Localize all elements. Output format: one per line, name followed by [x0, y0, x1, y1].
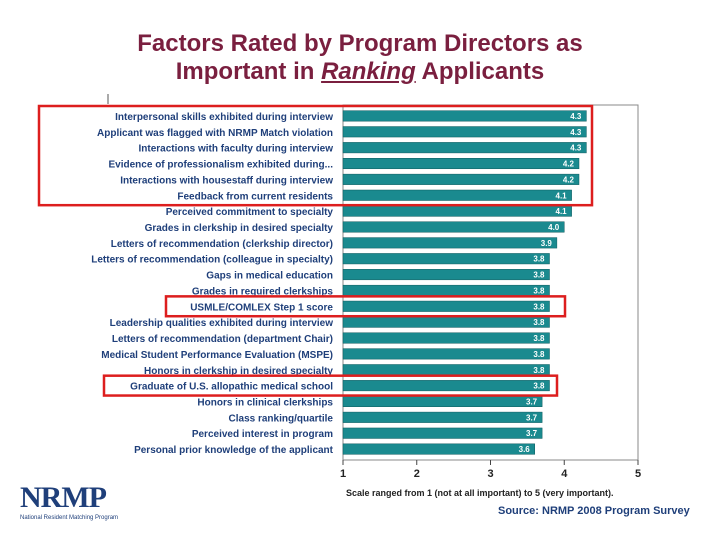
category-label: Interpersonal skills exhibited during in… [115, 112, 333, 123]
chart-title: Factors Rated by Program Directors as Im… [0, 30, 720, 86]
scale-caption: Scale ranged from 1 (not at all importan… [346, 488, 614, 498]
bar [342, 411, 543, 423]
highlight-box [102, 374, 559, 397]
title-line-2-pre: Important in [175, 58, 322, 85]
category-label: Applicant was flagged with NRMP Match vi… [97, 128, 333, 139]
title-emphasis: Ranking [321, 58, 416, 85]
category-label: Perceived commitment to specialty [166, 207, 334, 218]
bar-value-label: 3.8 [533, 382, 545, 391]
bar [342, 316, 550, 328]
category-label: Letters of recommendation (clerkship dir… [111, 239, 333, 250]
bar-value-label: 3.6 [519, 445, 531, 454]
category-label: Leadership qualities exhibited during in… [110, 318, 334, 329]
bar-value-label: 4.2 [563, 175, 575, 184]
category-label: Graduate of U.S. allopathic medical scho… [130, 382, 333, 393]
title-line-2-post: Applicants [415, 58, 545, 85]
category-label: Grades in clerkship in desired specialty [145, 223, 334, 234]
title-line-2: Important in Ranking Applicants [0, 58, 720, 86]
bar-value-label: 4.3 [570, 144, 582, 153]
bar [342, 173, 580, 185]
source-note: Source: NRMP 2008 Program Survey [498, 505, 690, 517]
bar [342, 395, 543, 407]
x-tick-label: 2 [414, 468, 420, 480]
nrmp-logo: NRMP National Resident Matching Program [20, 482, 120, 522]
highlight-box [37, 104, 594, 207]
x-tick-label: 1 [340, 468, 346, 480]
category-label: Interactions with housestaff during inte… [120, 175, 333, 186]
bar [342, 142, 587, 154]
bar-value-label: 3.8 [533, 286, 545, 295]
category-label: Perceived interest in program [192, 429, 333, 440]
bar-value-label: 3.7 [526, 397, 538, 406]
x-tick-label: 3 [487, 468, 493, 480]
category-label: Honors in clinical clerkships [197, 397, 333, 408]
bar [342, 284, 550, 296]
x-tick-label: 5 [635, 468, 641, 480]
category-label: Letters of recommendation (colleague in … [91, 255, 333, 266]
bar-value-label: 3.8 [533, 302, 545, 311]
bar-value-label: 4.3 [570, 128, 582, 137]
title-line-1: Factors Rated by Program Directors as [137, 30, 583, 57]
bar [342, 269, 550, 281]
logo-subtitle: National Resident Matching Program [20, 515, 119, 521]
category-label: Class ranking/quartile [229, 413, 334, 424]
bar [342, 348, 550, 360]
bar [342, 205, 572, 217]
bar-value-label: 3.8 [533, 255, 545, 264]
bar-value-label: 3.7 [526, 429, 538, 438]
bar [342, 110, 587, 122]
bar-value-label: 4.3 [570, 112, 582, 121]
x-tick-label: 4 [561, 468, 568, 480]
bar [342, 300, 550, 312]
bar [342, 126, 587, 138]
bar [342, 380, 550, 392]
bar [342, 189, 572, 201]
category-label: Personal prior knowledge of the applican… [134, 445, 334, 456]
bar-value-label: 3.8 [533, 318, 545, 327]
bar [342, 237, 558, 249]
bar-value-label: 3.8 [533, 350, 545, 359]
bar [342, 253, 550, 265]
bar-value-label: 4.0 [548, 223, 560, 232]
bar-value-label: 3.8 [533, 271, 545, 280]
category-label: Grades in required clerkships [192, 286, 334, 297]
category-label: USMLE/COMLEX Step 1 score [190, 302, 333, 313]
bar-value-label: 4.1 [556, 207, 568, 216]
bar [342, 443, 535, 455]
category-label: Honors in clerkship in desired specialty [144, 366, 333, 377]
category-label: Interactions with faculty during intervi… [139, 144, 334, 155]
category-label: Gaps in medical education [206, 271, 333, 282]
highlight-box [164, 295, 567, 318]
bar [342, 332, 550, 344]
bar [342, 158, 580, 170]
logo-name: NRMP [20, 481, 107, 514]
category-label: Letters of recommendation (department Ch… [112, 334, 333, 345]
bar [342, 427, 543, 439]
bar [342, 364, 550, 376]
bar [342, 221, 565, 233]
bar-value-label: 3.8 [533, 334, 545, 343]
bar-value-label: 3.8 [533, 366, 545, 375]
bar-value-label: 3.7 [526, 413, 538, 422]
bar-value-label: 4.1 [556, 191, 568, 200]
category-label: Feedback from current residents [177, 191, 333, 202]
category-label: Medical Student Performance Evaluation (… [101, 350, 333, 361]
bar-value-label: 3.9 [541, 239, 553, 248]
category-label: Evidence of professionalism exhibited du… [109, 160, 334, 171]
bar-value-label: 4.2 [563, 160, 575, 169]
